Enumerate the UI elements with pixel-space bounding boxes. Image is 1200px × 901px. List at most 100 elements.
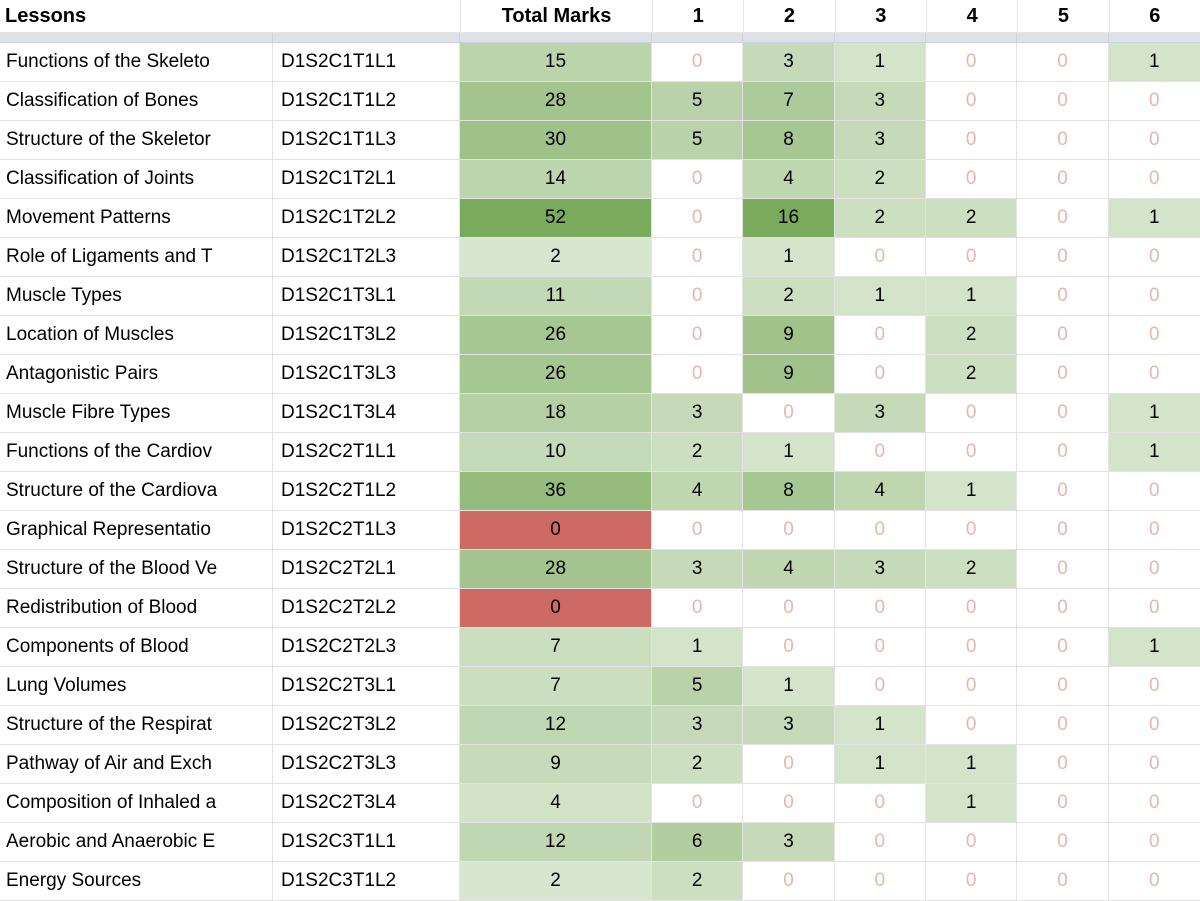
mark-count-cell-2[interactable]: 3 [743,823,835,862]
mark-count-cell-1[interactable]: 0 [652,238,744,277]
lesson-code-cell[interactable]: D1S2C1T3L1 [273,277,460,316]
mark-count-cell-5[interactable]: 0 [1017,472,1109,511]
lesson-name-cell[interactable]: Classification of Joints [0,160,273,199]
total-marks-cell[interactable]: 12 [460,823,652,862]
mark-count-cell-3[interactable]: 3 [834,82,926,121]
mark-count-cell-6[interactable]: 0 [1108,160,1200,199]
mark-count-cell-1[interactable]: 3 [652,550,744,589]
mark-count-cell-3[interactable]: 1 [834,43,926,82]
lesson-name-cell[interactable]: Graphical Representatio [0,511,273,550]
mark-count-cell-2[interactable]: 2 [743,277,835,316]
mark-count-cell-6[interactable]: 0 [1108,823,1200,862]
lesson-code-cell[interactable]: D1S2C1T3L2 [273,316,460,355]
mark-count-cell-1[interactable]: 0 [652,784,744,823]
total-marks-cell[interactable]: 15 [460,43,652,82]
mark-count-cell-1[interactable]: 2 [652,862,744,901]
mark-count-cell-4[interactable]: 2 [925,199,1018,238]
lesson-name-cell[interactable]: Aerobic and Anaerobic E [0,823,273,862]
mark-count-cell-1[interactable]: 0 [652,43,744,82]
mark-count-cell-3[interactable]: 4 [834,472,926,511]
mark-count-cell-4[interactable]: 0 [925,862,1018,901]
mark-count-cell-4[interactable]: 0 [925,238,1018,277]
mark-count-cell-2[interactable]: 16 [743,199,835,238]
mark-count-cell-2[interactable]: 4 [743,550,835,589]
column-header-lessons[interactable]: Lessons [0,0,460,33]
mark-count-cell-1[interactable]: 0 [652,355,744,394]
mark-count-cell-4[interactable]: 0 [925,823,1018,862]
total-marks-cell[interactable]: 9 [460,745,652,784]
mark-count-cell-4[interactable]: 0 [925,667,1018,706]
lesson-code-cell[interactable]: D1S2C1T2L1 [273,160,460,199]
lesson-code-cell[interactable]: D1S2C1T2L2 [273,199,460,238]
mark-count-cell-2[interactable]: 1 [743,667,835,706]
mark-count-cell-4[interactable]: 1 [925,277,1018,316]
mark-count-cell-5[interactable]: 0 [1017,433,1109,472]
total-marks-cell[interactable]: 7 [460,628,652,667]
mark-count-cell-1[interactable]: 5 [652,82,744,121]
mark-count-cell-2[interactable]: 3 [743,43,835,82]
mark-count-cell-4[interactable]: 0 [925,706,1018,745]
mark-count-cell-4[interactable]: 0 [925,433,1018,472]
mark-count-cell-3[interactable]: 1 [834,706,926,745]
mark-count-cell-3[interactable]: 2 [834,199,926,238]
lesson-code-cell[interactable]: D1S2C2T3L3 [273,745,460,784]
mark-count-cell-2[interactable]: 0 [743,784,835,823]
lesson-name-cell[interactable]: Muscle Fibre Types [0,394,273,433]
mark-count-cell-6[interactable]: 1 [1108,394,1200,433]
mark-count-cell-2[interactable]: 0 [743,589,835,628]
mark-count-cell-6[interactable]: 1 [1108,433,1200,472]
mark-count-cell-2[interactable]: 8 [743,121,835,160]
lesson-code-cell[interactable]: D1S2C3T1L1 [273,823,460,862]
mark-count-cell-2[interactable]: 9 [743,316,835,355]
mark-count-cell-4[interactable]: 0 [925,628,1018,667]
mark-count-cell-3[interactable]: 0 [834,316,926,355]
mark-count-cell-1[interactable]: 0 [652,316,744,355]
mark-count-cell-3[interactable]: 0 [834,589,926,628]
mark-count-cell-5[interactable]: 0 [1017,628,1109,667]
mark-count-cell-6[interactable]: 0 [1108,862,1200,901]
column-header-4[interactable]: 4 [925,0,1018,33]
total-marks-cell[interactable]: 28 [460,550,652,589]
mark-count-cell-6[interactable]: 0 [1108,316,1200,355]
mark-count-cell-4[interactable]: 0 [925,394,1018,433]
mark-count-cell-5[interactable]: 0 [1017,667,1109,706]
mark-count-cell-6[interactable]: 0 [1108,511,1200,550]
mark-count-cell-3[interactable]: 3 [834,550,926,589]
mark-count-cell-3[interactable]: 0 [834,433,926,472]
mark-count-cell-5[interactable]: 0 [1017,511,1109,550]
lesson-code-cell[interactable]: D1S2C1T3L4 [273,394,460,433]
mark-count-cell-6[interactable]: 0 [1108,667,1200,706]
mark-count-cell-3[interactable]: 1 [834,745,926,784]
lesson-code-cell[interactable]: D1S2C1T1L1 [273,43,460,82]
mark-count-cell-2[interactable]: 0 [743,745,835,784]
mark-count-cell-6[interactable]: 0 [1108,238,1200,277]
lesson-name-cell[interactable]: Antagonistic Pairs [0,355,273,394]
mark-count-cell-5[interactable]: 0 [1017,238,1109,277]
mark-count-cell-5[interactable]: 0 [1017,862,1109,901]
mark-count-cell-5[interactable]: 0 [1017,745,1109,784]
lesson-name-cell[interactable]: Structure of the Cardiova [0,472,273,511]
mark-count-cell-6[interactable]: 0 [1108,472,1200,511]
mark-count-cell-1[interactable]: 5 [652,667,744,706]
mark-count-cell-5[interactable]: 0 [1017,550,1109,589]
mark-count-cell-3[interactable]: 1 [834,277,926,316]
total-marks-cell[interactable]: 26 [460,355,652,394]
mark-count-cell-1[interactable]: 5 [652,121,744,160]
mark-count-cell-2[interactable]: 0 [743,394,835,433]
mark-count-cell-5[interactable]: 0 [1017,706,1109,745]
column-header-6[interactable]: 6 [1108,0,1200,33]
lesson-name-cell[interactable]: Lung Volumes [0,667,273,706]
lesson-name-cell[interactable]: Structure of the Respirat [0,706,273,745]
mark-count-cell-4[interactable]: 0 [925,511,1018,550]
lesson-code-cell[interactable]: D1S2C2T2L1 [273,550,460,589]
mark-count-cell-3[interactable]: 0 [834,862,926,901]
lesson-name-cell[interactable]: Movement Patterns [0,199,273,238]
mark-count-cell-4[interactable]: 0 [925,121,1018,160]
lesson-name-cell[interactable]: Functions of the Cardiov [0,433,273,472]
lesson-name-cell[interactable]: Muscle Types [0,277,273,316]
total-marks-cell[interactable]: 18 [460,394,652,433]
lesson-code-cell[interactable]: D1S2C2T2L3 [273,628,460,667]
mark-count-cell-2[interactable]: 1 [743,433,835,472]
lesson-code-cell[interactable]: D1S2C2T2L2 [273,589,460,628]
mark-count-cell-1[interactable]: 2 [652,745,744,784]
